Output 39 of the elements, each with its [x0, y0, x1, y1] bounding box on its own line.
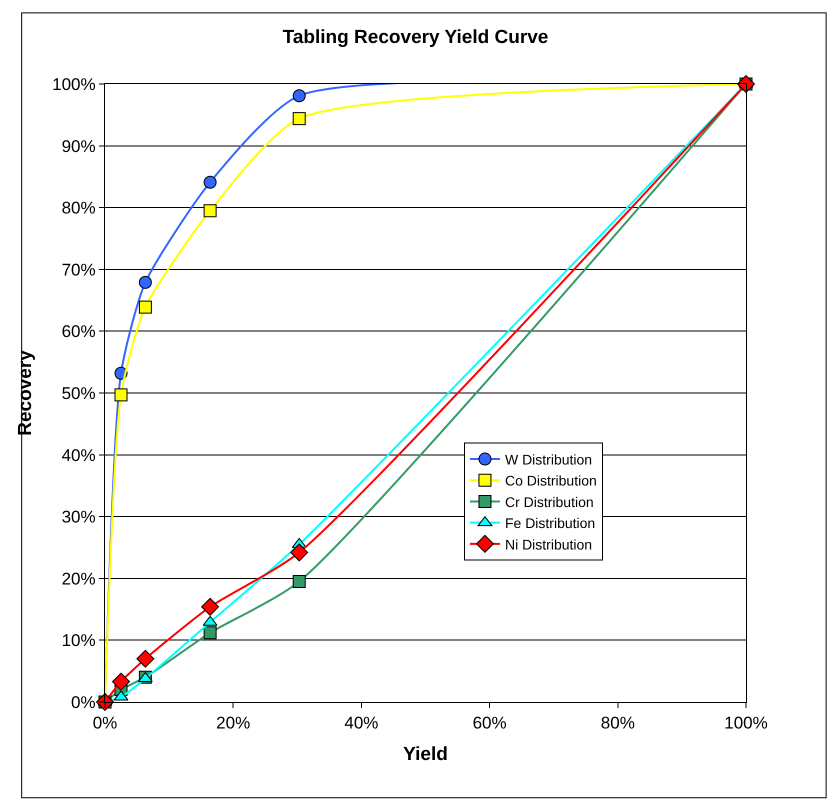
y-tick-label: 10% — [62, 631, 96, 650]
point — [204, 204, 217, 218]
point — [292, 574, 306, 588]
point — [138, 276, 152, 289]
x-tick-label: 60% — [472, 713, 507, 732]
point — [201, 598, 220, 616]
point — [204, 626, 217, 640]
point — [112, 672, 130, 691]
point — [292, 112, 306, 126]
x-tick-label: 40% — [344, 713, 378, 732]
legend-label: Co Distribution — [504, 472, 597, 489]
point — [114, 388, 128, 402]
y-tick-label: 20% — [62, 569, 96, 588]
y-tick-label: 90% — [62, 136, 96, 156]
chart-title: Tabling Recovery Yield Curve — [282, 27, 548, 48]
x-tick-label: 80% — [600, 713, 635, 732]
y-tick-label: 80% — [62, 198, 96, 218]
y-tick-label: 40% — [62, 446, 96, 465]
y-tick-label: 100% — [52, 74, 96, 94]
y-tick-label: 30% — [62, 508, 96, 527]
legend-label: W Distribution — [504, 452, 592, 468]
legend-label: Fe Distribution — [504, 515, 596, 532]
y-tick-label: 50% — [62, 384, 96, 403]
legend-label: Ni Distribution — [504, 536, 592, 552]
point — [292, 89, 306, 102]
point — [290, 543, 308, 562]
x-tick-label: 0% — [92, 713, 118, 732]
x-tick-label: 100% — [724, 713, 768, 732]
legend-label: Cr Distribution — [504, 494, 594, 510]
x-axis-title: Yield — [403, 744, 448, 766]
point — [114, 690, 128, 701]
y-tick-label: 70% — [62, 260, 96, 280]
y-tick-label: 60% — [62, 322, 96, 342]
y-tick-label: 0% — [71, 692, 96, 712]
x-tick-label: 20% — [216, 713, 250, 732]
point — [138, 300, 152, 314]
point — [204, 176, 217, 189]
point — [136, 650, 154, 668]
point — [737, 75, 755, 93]
